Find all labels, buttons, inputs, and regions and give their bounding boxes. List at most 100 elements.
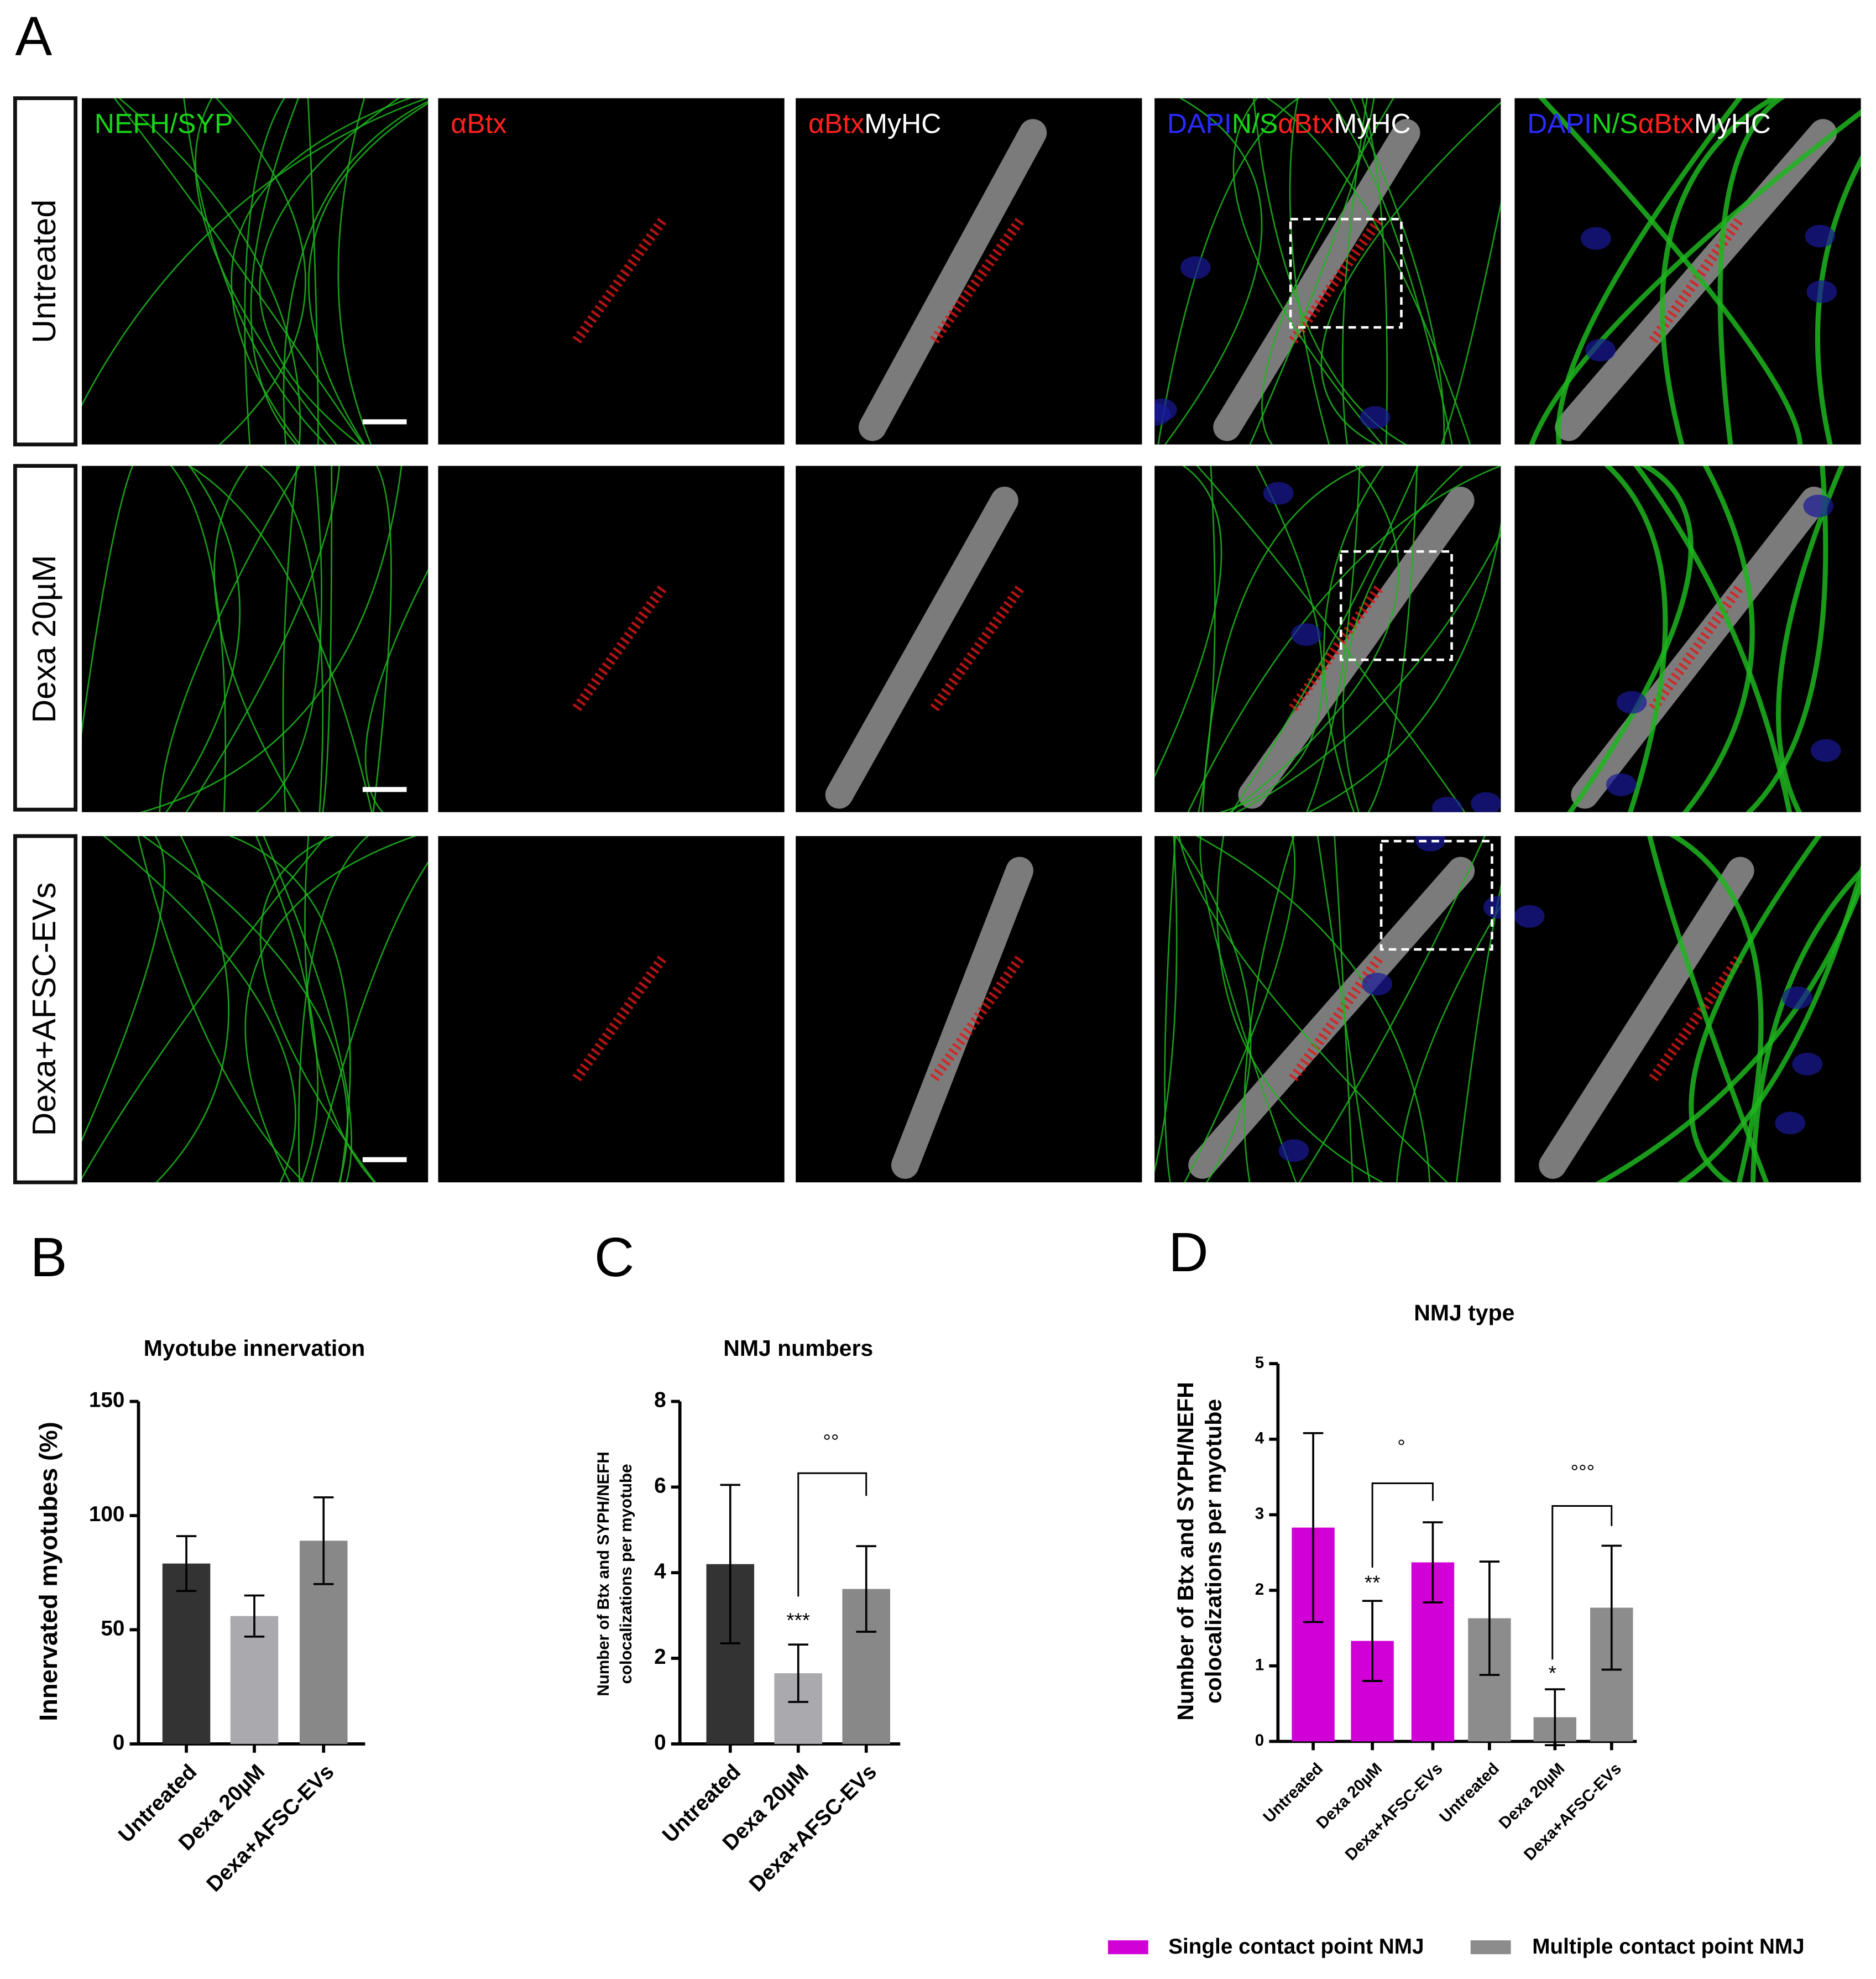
micrograph [438, 466, 785, 812]
panel-letter: C [594, 1226, 634, 1288]
channel-label-part: MyHC [1694, 108, 1771, 139]
neurite [82, 836, 166, 1142]
y-tick-label: 1 [1255, 1656, 1264, 1674]
significance-mark: °° [823, 1430, 839, 1453]
y-tick-label: 8 [654, 1388, 666, 1412]
y-tick-label: 100 [89, 1502, 125, 1526]
micrograph [1154, 836, 1501, 1183]
neurite [1261, 98, 1394, 445]
scale-bar [362, 419, 407, 425]
micrograph [438, 836, 785, 1183]
neurite [250, 98, 300, 445]
neurite [1367, 466, 1418, 812]
y-axis-label: Innervated myotubes (%) [34, 1422, 62, 1721]
y-tick-label: 4 [1255, 1429, 1264, 1448]
neurite [364, 568, 428, 812]
micrograph [82, 98, 428, 445]
micrograph [796, 836, 1142, 1183]
neurite [113, 98, 364, 445]
nucleus [1278, 1139, 1309, 1162]
neurite [139, 466, 403, 812]
channel-label-part: MyHC [1334, 108, 1411, 139]
nucleus [1180, 256, 1211, 279]
neurite [1199, 836, 1297, 1183]
significance-mark: *** [786, 1609, 810, 1632]
neurite [1529, 109, 1861, 445]
neurite [1316, 836, 1371, 1183]
neurite [1187, 466, 1501, 812]
error-bar [788, 1643, 808, 1703]
y-tick-label: 6 [654, 1474, 666, 1498]
nucleus [1514, 905, 1545, 928]
neurite [1164, 836, 1177, 1183]
neurite [1157, 98, 1300, 445]
significance-mark: °°° [1571, 1460, 1595, 1483]
nucleus [1432, 796, 1462, 812]
neurite [1174, 836, 1252, 1183]
channel-label: DAPIN/SαBtxMyHC [1167, 108, 1411, 139]
error-bar [1303, 1432, 1324, 1623]
micrograph [82, 836, 428, 1183]
nucleus [1805, 224, 1836, 248]
channel-label-part: N/S [1592, 108, 1638, 139]
neurite [118, 98, 301, 445]
neurite [297, 836, 369, 1183]
neurite [259, 466, 324, 812]
y-tick-label: 0 [1255, 1731, 1264, 1750]
myotube [858, 119, 1047, 441]
neurite [1154, 466, 1222, 779]
channel-label-part: N/S [1232, 108, 1278, 139]
neurite [337, 98, 372, 445]
chart-title: NMJ numbers [723, 1335, 873, 1361]
micrograph-content [1514, 836, 1861, 1183]
neurite [165, 466, 241, 812]
neurite [195, 98, 337, 445]
row-label: Dexa+AFSC-EVs [25, 883, 62, 1136]
neurite [185, 466, 341, 812]
micrograph [1514, 98, 1861, 445]
neurite [1689, 836, 1822, 1183]
legend-swatch [1107, 1940, 1148, 1955]
neurite [1440, 201, 1501, 445]
error-bar [244, 1594, 265, 1638]
panel-letter: D [1168, 1221, 1208, 1283]
scale-bar [362, 1157, 407, 1162]
neurite [231, 98, 412, 445]
micrograph-content [1529, 98, 1861, 445]
neurite [1566, 466, 1694, 812]
neurite [1229, 466, 1399, 812]
neurite [1232, 98, 1383, 445]
neurite [1195, 836, 1431, 1183]
neurite [1456, 884, 1501, 1183]
neurite [1198, 466, 1216, 812]
neurite [1341, 98, 1368, 445]
micrograph-content [891, 857, 1034, 1179]
chart-title: NMJ type [1414, 1300, 1514, 1325]
y-tick-label: 0 [654, 1731, 666, 1755]
neurite [1682, 466, 1755, 812]
neurite [1201, 466, 1367, 812]
neurite [1538, 98, 1803, 445]
neurite [1776, 466, 1844, 812]
micrograph-bg [438, 98, 785, 445]
legend-label: Single contact point NMJ [1168, 1935, 1424, 1959]
neurite [263, 836, 353, 1183]
neurite [254, 466, 322, 812]
myotube [1539, 857, 1754, 1179]
bar [162, 1563, 211, 1744]
neurite [213, 466, 301, 812]
error-bar [313, 1496, 334, 1585]
significance-mark: ° [1397, 1435, 1405, 1458]
neurite [82, 98, 428, 406]
nucleus [1803, 494, 1834, 518]
micrograph-content [858, 119, 1047, 441]
nucleus [1782, 986, 1812, 1009]
micrograph-bg [438, 466, 785, 812]
neurite [310, 861, 428, 1183]
nucleus [1291, 623, 1321, 646]
chart-title: Myotube innervation [144, 1335, 365, 1361]
neurite [1328, 98, 1453, 445]
nucleus [1471, 792, 1501, 812]
significance-mark: * [1549, 1662, 1556, 1684]
